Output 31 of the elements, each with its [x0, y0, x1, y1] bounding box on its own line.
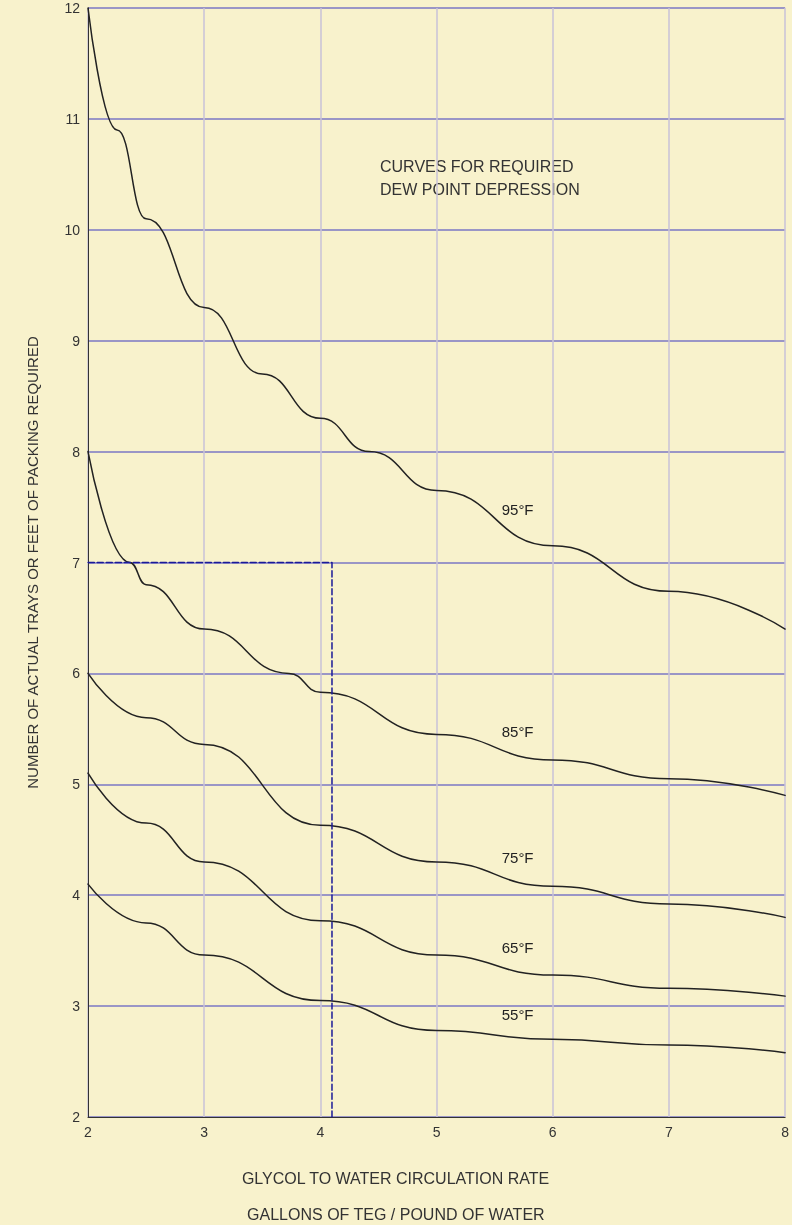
line-series [87, 883, 786, 1054]
line-series [87, 7, 786, 630]
line-series [87, 450, 786, 797]
x-tick-label: 7 [665, 1124, 674, 1140]
line-series [87, 772, 786, 997]
x-tick-label: 5 [432, 1124, 441, 1140]
annotation: CURVES FOR REQUIRED DEW POINT DEPRESSION [380, 158, 580, 198]
x-tick-label: 8 [781, 1124, 790, 1140]
y-tick-label: 8 [72, 443, 81, 460]
y-tick-label: 2 [72, 1109, 81, 1125]
y-tick-label: 5 [72, 776, 81, 793]
y-tick-label: 12 [64, 0, 81, 16]
line-series [87, 672, 786, 919]
y-tick-label: 7 [72, 554, 81, 571]
series-label: 85°F [501, 722, 534, 740]
x-axis-title: GLYCOL TO WATER CIRCULATION RATE GALLONS OF TEG / POUND OF WATER [241, 1169, 550, 1223]
y-tick-label: 3 [72, 998, 81, 1015]
series-label: 65°F [501, 939, 534, 957]
x-tick-label: 6 [548, 1124, 557, 1140]
y-tick-label: 11 [65, 110, 81, 127]
series-label: 55°F [501, 1006, 534, 1024]
series-label: 95°F [501, 501, 534, 518]
x-tick-label: 2 [84, 1124, 93, 1140]
x-tick-label: 3 [200, 1124, 209, 1140]
series-label: 75°F [501, 849, 534, 867]
y-tick-label: 4 [72, 887, 81, 904]
y-tick-label: 6 [72, 665, 81, 682]
y-tick-label: 9 [72, 332, 81, 349]
x-tick-label: 4 [316, 1124, 325, 1140]
y-axis-title: NUMBER OF ACTUAL TRAYS OR FEET OF PACKING REQUIRED [24, 336, 41, 789]
y-tick-label: 10 [64, 221, 81, 238]
